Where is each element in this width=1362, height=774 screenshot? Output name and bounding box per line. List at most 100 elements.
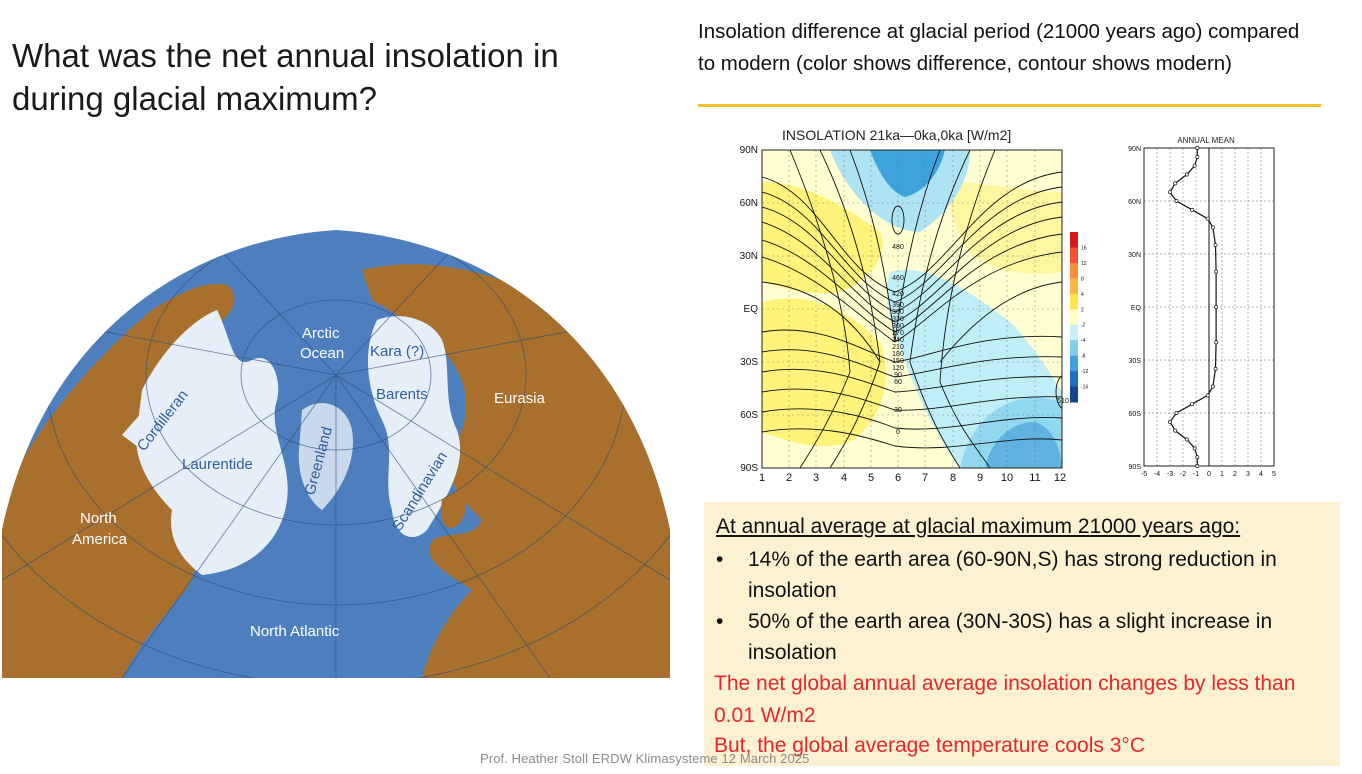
mean-series-point xyxy=(1213,243,1218,248)
figure-heading: Insolation difference at glacial period … xyxy=(698,20,1300,75)
mean-series-point xyxy=(1190,402,1195,407)
colorbar-segment xyxy=(1070,324,1078,341)
mean-series-point xyxy=(1190,207,1195,212)
mean-series-point xyxy=(1168,190,1172,195)
map-label-america: America xyxy=(72,531,128,548)
mean-series-point xyxy=(1210,225,1215,230)
x-tick-label: 10 xyxy=(1001,472,1013,484)
glacial-ice-sheet-map: Arctic Ocean Eurasia North America North… xyxy=(2,230,670,678)
colorbar-tick-label: 8 xyxy=(1081,276,1084,282)
x-tick-label: 9 xyxy=(977,472,983,484)
colorbar-tick-label: 12 xyxy=(1081,261,1087,267)
contour-chart-title: INSOLATION 21ka—0ka,0ka [W/m2] xyxy=(782,127,1011,143)
y-tick-label: 90N xyxy=(740,145,758,156)
map-label-eurasia: Eurasia xyxy=(494,390,546,407)
mean-x-tick-label: -5 xyxy=(1141,471,1147,478)
annual-mean-series xyxy=(1168,146,1219,468)
colorbar-segment xyxy=(1070,355,1078,372)
contour-label: 360 xyxy=(892,309,904,316)
mean-y-tick-label: 90S xyxy=(1129,464,1142,471)
x-tick-label: 11 xyxy=(1029,472,1040,484)
map-label-kara: Kara (?) xyxy=(370,343,424,360)
colorbar-tick-label: -2 xyxy=(1081,323,1086,329)
temperature-statement: But, the global average temperature cool… xyxy=(714,734,1145,757)
mean-series-point xyxy=(1195,455,1200,460)
x-tick-label: 4 xyxy=(841,472,847,484)
colorbar: 16 12 8 4 2 -2 -4 -8 -12 -16 xyxy=(1070,232,1088,403)
mean-series-point xyxy=(1184,172,1189,177)
colorbar-segment xyxy=(1070,232,1078,248)
heading-underline xyxy=(698,104,1321,107)
slide-footer: Prof. Heather Stoll ERDW Klimasysteme 12… xyxy=(480,751,810,766)
insolation-contour-chart: INSOLATION 21ka—0ka,0ka [W/m2] xyxy=(740,127,1089,484)
colorbar-segment xyxy=(1070,371,1078,388)
mean-series-point xyxy=(1214,340,1219,345)
colorbar-segment xyxy=(1070,340,1078,357)
x-tick-label: 8 xyxy=(950,472,956,484)
mean-series-point xyxy=(1174,411,1179,415)
contour-label: 390 xyxy=(892,302,904,309)
x-tick-label: 3 xyxy=(813,472,819,484)
mean-series-point xyxy=(1195,146,1200,150)
contour-label: 510 xyxy=(1057,398,1069,405)
colorbar-tick-label: -12 xyxy=(1081,369,1088,375)
mean-x-tick-label: 0 xyxy=(1207,471,1211,478)
mean-series-point xyxy=(1214,269,1219,274)
contour-label: 150 xyxy=(892,358,904,365)
mean-series-point xyxy=(1184,437,1189,442)
cordilleran-ice xyxy=(122,350,216,450)
contour-label: 240 xyxy=(892,337,904,344)
mean-series-point xyxy=(1174,199,1179,203)
mean-y-tick-label: 30S xyxy=(1129,358,1142,365)
mean-series-point xyxy=(1213,366,1218,371)
mean-x-tick-label: 5 xyxy=(1272,471,1276,478)
map-label-arctic: Arctic xyxy=(302,325,340,342)
contour-label: 180 xyxy=(892,351,904,358)
mean-series-point xyxy=(1214,305,1219,309)
colorbar-segment xyxy=(1070,247,1078,264)
bullet-dot: • xyxy=(716,610,724,633)
y-tick-label: 90S xyxy=(740,463,758,474)
mean-x-tick-label: -4 xyxy=(1154,471,1160,478)
map-label-ocean: Ocean xyxy=(300,345,344,362)
contour-label: 60 xyxy=(894,379,902,386)
slide-title: What was the net annual insolation in du… xyxy=(12,37,559,117)
mean-x-tick-label: -2 xyxy=(1180,471,1186,478)
field-blue-top xyxy=(870,150,945,197)
mean-x-tick-label: -3 xyxy=(1167,471,1173,478)
mean-x-tick-label: -1 xyxy=(1193,471,1199,478)
colorbar-tick-label: -8 xyxy=(1081,354,1086,360)
contour-label: 0 xyxy=(896,429,900,436)
bullet-dot: • xyxy=(716,548,724,571)
mean-series-point xyxy=(1205,393,1210,398)
x-tick-label: 1 xyxy=(759,472,765,484)
mean-y-tick-label: 90N xyxy=(1128,146,1141,153)
colorbar-segment xyxy=(1070,309,1078,326)
contour-label: 480 xyxy=(892,244,904,251)
x-tick-label: 2 xyxy=(786,472,792,484)
map-label-north: North xyxy=(80,510,117,527)
x-tick-label: 7 xyxy=(922,472,928,484)
y-tick-label: 30N xyxy=(740,251,758,262)
colorbar-segment xyxy=(1070,293,1078,310)
contour-label: 330 xyxy=(892,316,904,323)
colorbar-tick-label: 16 xyxy=(1081,245,1087,251)
bullet-text: 50% of the earth area (30N-30S) has a sl… xyxy=(748,610,1273,664)
y-tick-label: 60S xyxy=(740,410,758,421)
mean-series-point xyxy=(1173,181,1178,186)
greenland-land xyxy=(298,402,353,510)
y-tick-label: 60N xyxy=(740,198,758,209)
contour-label: 90 xyxy=(894,372,902,379)
mean-series-point xyxy=(1195,154,1200,159)
colorbar-segment xyxy=(1070,278,1078,295)
contour-label: 270 xyxy=(892,330,904,337)
map-label-north-atlantic: North Atlantic xyxy=(250,623,340,640)
summary-box: At annual average at glacial maximum 210… xyxy=(704,502,1340,766)
colorbar-segment xyxy=(1070,262,1078,279)
x-tick-label: 6 xyxy=(895,472,901,484)
mean-y-tick-label: 60N xyxy=(1128,199,1141,206)
x-tick-label: 12 xyxy=(1054,472,1066,484)
mean-series-point xyxy=(1192,163,1197,168)
colorbar-tick-label: -16 xyxy=(1081,385,1088,391)
mean-series-point xyxy=(1192,446,1197,451)
